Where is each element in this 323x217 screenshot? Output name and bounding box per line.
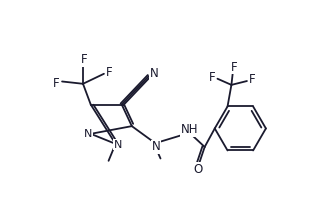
Text: F: F bbox=[81, 53, 88, 66]
Text: O: O bbox=[193, 163, 202, 176]
Text: F: F bbox=[231, 61, 238, 74]
Text: N: N bbox=[150, 66, 159, 79]
Text: F: F bbox=[106, 66, 113, 79]
Text: N: N bbox=[151, 140, 160, 153]
Text: F: F bbox=[53, 77, 60, 90]
Text: NH: NH bbox=[181, 123, 198, 136]
Text: F: F bbox=[209, 71, 215, 84]
Text: N: N bbox=[114, 140, 122, 150]
Text: N: N bbox=[84, 129, 93, 139]
Text: F: F bbox=[249, 73, 255, 86]
